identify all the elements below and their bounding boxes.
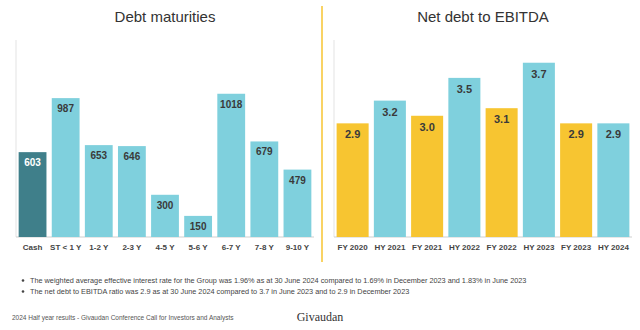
data-label: 3.7	[531, 68, 546, 80]
data-label: 653	[90, 150, 107, 161]
chart-title: Net debt to EBITDA	[417, 8, 549, 25]
bar	[52, 98, 80, 237]
data-label: 479	[289, 175, 306, 186]
data-label: 603	[24, 157, 41, 168]
category-label: HY 2021	[374, 243, 406, 252]
data-label: 679	[256, 146, 273, 157]
category-label: 9-10 Y	[286, 243, 310, 252]
bar	[151, 195, 179, 237]
bar	[85, 145, 113, 237]
footer-text: 2024 Half year results - Givaudan Confer…	[12, 314, 234, 322]
bar	[337, 123, 369, 237]
category-label: HY 2022	[449, 243, 481, 252]
note: The weighted average effective interest …	[30, 276, 526, 285]
category-label: FY 2020	[338, 243, 369, 252]
bar	[217, 94, 245, 237]
chart: Debt maturities 603 Cash 987 ST < 1 Y 653 1-2 …	[16, 8, 314, 252]
data-label: 2.9	[568, 128, 583, 140]
category-label: 2-3 Y	[122, 243, 142, 252]
data-label: 150	[190, 221, 207, 232]
data-label: 1018	[220, 99, 243, 110]
bar	[184, 216, 212, 237]
bar	[486, 108, 518, 237]
category-label: 5-6 Y	[189, 243, 209, 252]
y-axis-line	[334, 40, 335, 237]
divider	[321, 6, 323, 262]
category-label: ST < 1 Y	[50, 243, 82, 252]
data-label: 300	[157, 200, 174, 211]
data-label: 646	[124, 151, 141, 162]
category-label: 4-5 Y	[156, 243, 176, 252]
bar	[523, 63, 555, 237]
bar	[597, 123, 629, 237]
category-label: Cash	[23, 243, 43, 252]
category-label: FY 2023	[561, 243, 592, 252]
data-label: 987	[57, 103, 74, 114]
bar	[374, 101, 406, 237]
category-label: FY 2022	[487, 243, 518, 252]
category-label: 1-2 Y	[89, 243, 109, 252]
bar	[250, 141, 278, 237]
chart-title: Debt maturities	[115, 8, 216, 25]
data-label: 3.0	[419, 121, 434, 133]
data-label: 3.1	[494, 113, 509, 125]
category-label: 6-7 Y	[222, 243, 242, 252]
category-label: HY 2023	[523, 243, 555, 252]
data-label: 3.5	[457, 83, 472, 95]
bars	[337, 63, 630, 237]
bars	[19, 94, 312, 237]
bar	[411, 116, 443, 237]
category-label: HY 2024	[598, 243, 630, 252]
bar	[448, 78, 480, 237]
page: Debt maturities 603 Cash 987 ST < 1 Y 653 1-2 …	[0, 0, 640, 330]
logo: Givaudan	[297, 310, 344, 324]
bar	[284, 170, 312, 237]
bullet	[22, 279, 25, 282]
data-label: 2.9	[606, 128, 621, 140]
bar	[19, 152, 47, 237]
category-label: FY 2021	[412, 243, 443, 252]
data-label: 2.9	[345, 128, 360, 140]
note: The net debt to EBITDA ratio was 2.9 as …	[30, 287, 409, 296]
y-axis-line	[16, 40, 17, 237]
chart: Net debt to EBITDA 2.9 FY 2020 3.2 HY 2021 3.…	[334, 8, 632, 252]
bar	[560, 123, 592, 237]
data-label: 3.2	[382, 106, 397, 118]
category-label: 7-8 Y	[255, 243, 275, 252]
bullet	[22, 290, 25, 293]
bar	[118, 146, 146, 237]
